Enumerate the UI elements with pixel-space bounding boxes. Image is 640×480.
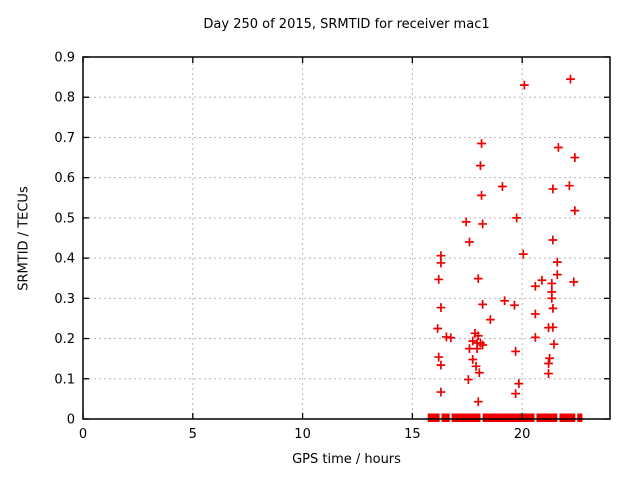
data-point-marker (552, 270, 562, 280)
y-tick-label: 0.1 (54, 372, 75, 387)
data-point-marker (476, 161, 485, 170)
data-point-marker (549, 339, 559, 349)
data-point-marker (446, 333, 456, 343)
data-point-marker (512, 213, 522, 223)
data-point-marker (477, 139, 486, 148)
data-point-marker (468, 336, 478, 346)
data-point-marker (465, 344, 474, 354)
zero-value-marker-band (577, 413, 583, 422)
x-tick-label: 15 (404, 427, 421, 442)
data-point-marker (498, 182, 507, 191)
x-tick-label: 5 (189, 427, 197, 442)
data-point-marker (478, 340, 488, 350)
data-point-marker (463, 375, 473, 384)
data-point-marker (544, 359, 553, 368)
data-point-marker (530, 309, 540, 319)
data-point-marker (547, 279, 557, 288)
data-point-marker (511, 347, 520, 356)
data-point-marker (530, 332, 540, 342)
zero-value-marker-band (559, 413, 576, 422)
data-point-marker (434, 275, 444, 284)
data-point-marker (553, 143, 563, 152)
data-point-marker (530, 281, 540, 291)
data-point-marker (468, 355, 478, 364)
data-point-marker (510, 300, 519, 310)
x-tick-label: 0 (79, 427, 87, 442)
x-tick-label: 20 (514, 427, 531, 442)
data-point-marker (474, 368, 484, 378)
data-point-marker (547, 293, 557, 303)
data-point-marker (478, 219, 488, 229)
data-point-marker (434, 352, 444, 362)
x-tick-label: 10 (294, 427, 311, 442)
plot-frame (82, 56, 611, 420)
chart-title: Day 250 of 2015, SRMTID for receiver mac… (203, 17, 490, 32)
data-point-marker (569, 277, 579, 287)
data-point-marker (500, 296, 509, 306)
data-point-marker (473, 274, 483, 284)
zero-value-marker-band (482, 413, 535, 422)
data-point-marker (537, 275, 547, 285)
x-axis-label: GPS time / hours (292, 452, 401, 467)
zero-value-marker-band (427, 413, 440, 422)
data-point-marker (566, 74, 575, 84)
data-point-marker (548, 184, 558, 194)
y-tick-label: 0.2 (54, 332, 75, 347)
data-point-marker (519, 80, 529, 90)
data-point-marker (570, 206, 580, 216)
data-point-marker (473, 331, 483, 341)
data-point-marker (472, 344, 482, 354)
y-tick-label: 0.8 (54, 91, 75, 106)
data-point-marker (433, 324, 443, 333)
data-point-marker (436, 303, 446, 312)
data-point-marker (545, 353, 555, 363)
data-point-marker (552, 257, 562, 267)
data-point-marker (485, 315, 495, 325)
data-point-marker (471, 361, 481, 371)
data-point-marker (548, 303, 558, 313)
y-tick-label: 0.6 (54, 171, 75, 186)
data-point-marker (544, 369, 553, 378)
data-point-marker (548, 235, 558, 245)
zero-value-marker-band (451, 413, 481, 422)
y-tick-label: 0.9 (54, 51, 75, 66)
data-point-marker (477, 190, 486, 200)
data-point-marker (465, 237, 474, 247)
zero-value-marker-band (536, 413, 558, 422)
data-point-marker (511, 389, 520, 399)
data-point-marker (514, 379, 524, 389)
data-point-marker (570, 153, 580, 162)
data-point-marker (436, 258, 446, 268)
y-tick-label: 0.5 (54, 211, 75, 226)
y-tick-label: 0 (67, 413, 75, 428)
zero-value-marker-band (441, 413, 450, 422)
data-point-marker (473, 397, 483, 407)
y-tick-label: 0.7 (54, 131, 75, 146)
data-point-marker (544, 323, 553, 333)
data-point-marker (461, 217, 471, 227)
data-point-marker (564, 181, 574, 191)
data-point-marker (518, 249, 528, 259)
y-tick-label: 0.4 (54, 252, 75, 267)
data-point-marker (436, 387, 446, 397)
data-point-marker (478, 299, 488, 309)
y-tick-label: 0.3 (54, 292, 75, 307)
data-point-marker (436, 360, 446, 370)
